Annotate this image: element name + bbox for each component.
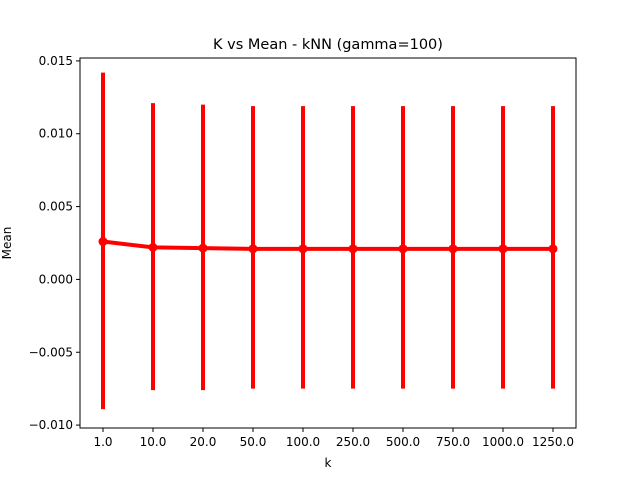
data-point <box>398 244 408 254</box>
y-axis-label: Mean <box>0 227 14 260</box>
data-point <box>248 244 258 254</box>
y-tick-label: 0.010 <box>39 127 73 141</box>
data-point <box>548 244 558 254</box>
x-tick-label: 500.0 <box>386 435 420 449</box>
chart-title: K vs Mean - kNN (gamma=100) <box>213 37 443 53</box>
data-point <box>448 244 458 254</box>
x-tick-label: 250.0 <box>336 435 370 449</box>
y-tick-label: 0.015 <box>39 54 73 68</box>
series-group <box>98 237 558 254</box>
x-tick-label: 750.0 <box>436 435 470 449</box>
x-axis-label: k <box>325 456 332 470</box>
y-tick-label: −0.005 <box>29 345 73 359</box>
y-tick-label: −0.010 <box>29 418 73 432</box>
data-point <box>298 244 308 254</box>
data-point <box>198 243 208 253</box>
plot-area <box>80 58 576 428</box>
x-axis-ticks: 1.0 10.0 20.0 50.0 100.0 250.0 500.0 750.0 1000.… <box>93 428 574 449</box>
x-tick-label: 1250.0 <box>532 435 574 449</box>
y-tick-label: 0.000 <box>39 272 73 286</box>
x-tick-label: 10.0 <box>140 435 167 449</box>
y-tick-label: 0.005 <box>39 200 73 214</box>
x-tick-label: 20.0 <box>190 435 217 449</box>
y-axis-ticks: −0.010 −0.005 0.000 0.005 0.010 0.015 <box>29 54 80 432</box>
plot-frame <box>79 57 577 429</box>
x-tick-label: 100.0 <box>286 435 320 449</box>
x-tick-label: 50.0 <box>240 435 267 449</box>
series-line <box>101 239 555 251</box>
data-point <box>348 244 358 254</box>
x-tick-label: 1000.0 <box>482 435 524 449</box>
x-tick-label: 1.0 <box>93 435 112 449</box>
data-point <box>498 244 508 254</box>
data-point <box>148 242 158 252</box>
data-point <box>98 237 108 247</box>
